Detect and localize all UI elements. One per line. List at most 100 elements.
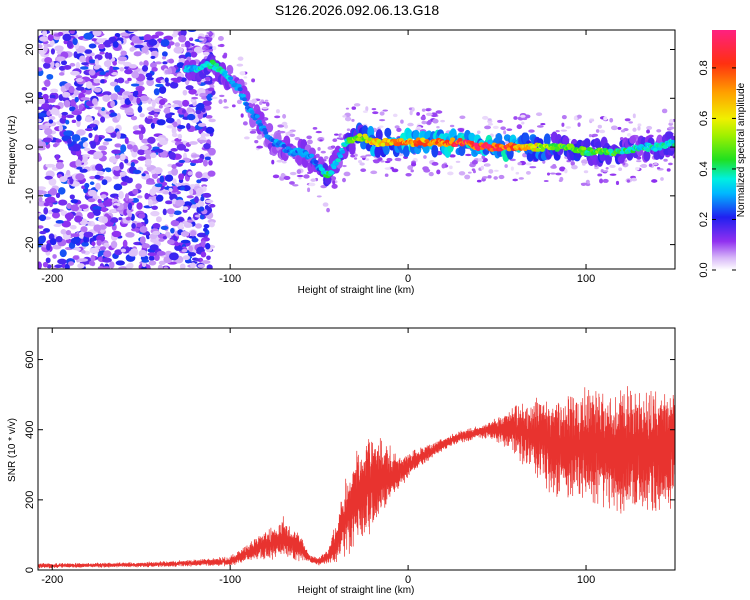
heatmap-cell (53, 108, 60, 116)
heatmap-cell (41, 102, 50, 109)
heatmap-cell (656, 129, 662, 133)
heatmap-cell (150, 169, 157, 175)
heatmap-cell (432, 118, 439, 124)
heatmap-cell (447, 171, 454, 176)
heatmap-cell (55, 192, 61, 198)
heatmap-cell (256, 145, 264, 149)
heatmap-cell (181, 109, 186, 114)
heatmap-cell (44, 128, 53, 136)
heatmap-cell (278, 130, 286, 134)
heatmap-cell (138, 132, 144, 141)
heatmap-cell (158, 104, 163, 109)
heatmap-cell (88, 69, 96, 76)
heatmap-cell (118, 190, 124, 199)
heatmap-cell (155, 31, 164, 36)
heatmap-cell (217, 36, 224, 41)
heatmap-cell (236, 63, 244, 67)
heatmap-cell (251, 78, 256, 83)
heatmap-cell (61, 60, 68, 66)
heatmap-cell (110, 209, 117, 213)
heatmap-cell (207, 170, 216, 177)
heatmap-cell (138, 213, 145, 219)
heatmap-cell (131, 222, 136, 229)
heatmap-cell (127, 30, 138, 33)
heatmap-cell (380, 142, 386, 147)
heatmap-cell (60, 85, 66, 93)
heatmap-cell (69, 62, 76, 67)
heatmap-cell (130, 115, 138, 121)
heatmap-cell (637, 123, 642, 127)
heatmap-cell (436, 125, 440, 129)
heatmap-cell (256, 119, 262, 124)
heatmap-cell (78, 104, 84, 111)
heatmap-cell (322, 202, 329, 207)
heatmap-cell (362, 110, 368, 114)
heatmap-cell (151, 99, 156, 108)
heatmap-cell (124, 69, 133, 75)
x-tick-label: 0 (405, 273, 411, 285)
heatmap-cell (140, 126, 146, 135)
heatmap-cell (594, 166, 599, 170)
heatmap-cell (171, 132, 178, 138)
heatmap-cell (44, 122, 54, 127)
heatmap-cell (564, 168, 568, 174)
heatmap-cell (180, 30, 187, 37)
heatmap-cell (62, 33, 72, 42)
heatmap-cell (150, 122, 155, 129)
heatmap-cell (91, 241, 96, 247)
heatmap-cell (549, 172, 557, 175)
heatmap-cell (195, 258, 200, 262)
heatmap-cell (75, 77, 84, 83)
heatmap-cell (70, 237, 80, 245)
heatmap-cell (513, 116, 518, 120)
heatmap-cell (128, 250, 138, 257)
heatmap-cell (118, 217, 123, 221)
heatmap-cell (307, 187, 311, 193)
heatmap-cell (65, 119, 70, 125)
heatmap-cell (426, 112, 433, 117)
heatmap-cell (480, 165, 485, 170)
heatmap-cell (195, 200, 205, 208)
heatmap-cell (42, 30, 48, 37)
heatmap-cell (296, 169, 302, 175)
heatmap-cell (94, 134, 99, 143)
heatmap-cell (139, 236, 146, 244)
heatmap-cell (152, 223, 161, 229)
heatmap-cell (104, 138, 113, 142)
heatmap-cell (522, 117, 528, 121)
heatmap-cell (171, 126, 177, 135)
heatmap-cell (384, 160, 391, 164)
heatmap-cell (415, 126, 422, 129)
heatmap-cell (263, 130, 269, 135)
heatmap-cell (109, 81, 119, 87)
heatmap-cell (114, 85, 121, 93)
heatmap-cell (58, 124, 64, 132)
heatmap-cell (139, 225, 148, 233)
heatmap-cell (114, 143, 122, 148)
heatmap-cell (516, 124, 523, 130)
heatmap-cell (129, 47, 135, 52)
colorbar: 0.0 0.2 0.4 0.6 0.8 Normalized spectral ampl… (698, 30, 747, 278)
heatmap-cell (203, 51, 210, 56)
heatmap-cell (357, 133, 363, 138)
heatmap-cell (84, 49, 93, 54)
heatmap-cell (50, 48, 55, 55)
heatmap-cell (672, 155, 675, 159)
heatmap-cell (96, 38, 106, 44)
heatmap-cell (374, 145, 382, 158)
heatmap-cell (164, 174, 174, 182)
heatmap-cell (141, 259, 150, 263)
heatmap-cell (117, 56, 128, 62)
heatmap-cell (98, 145, 108, 151)
heatmap-cell (109, 261, 115, 269)
heatmap-cell (67, 138, 72, 145)
heatmap-cell (137, 149, 146, 156)
heatmap-cell (630, 177, 638, 182)
heatmap-cell (521, 121, 525, 125)
heatmap-cell (409, 110, 413, 116)
heatmap-cell (182, 206, 189, 211)
heatmap-cell (529, 166, 537, 169)
heatmap-cell (449, 124, 455, 128)
heatmap-cell (59, 249, 67, 258)
heatmap-cell (49, 39, 55, 46)
